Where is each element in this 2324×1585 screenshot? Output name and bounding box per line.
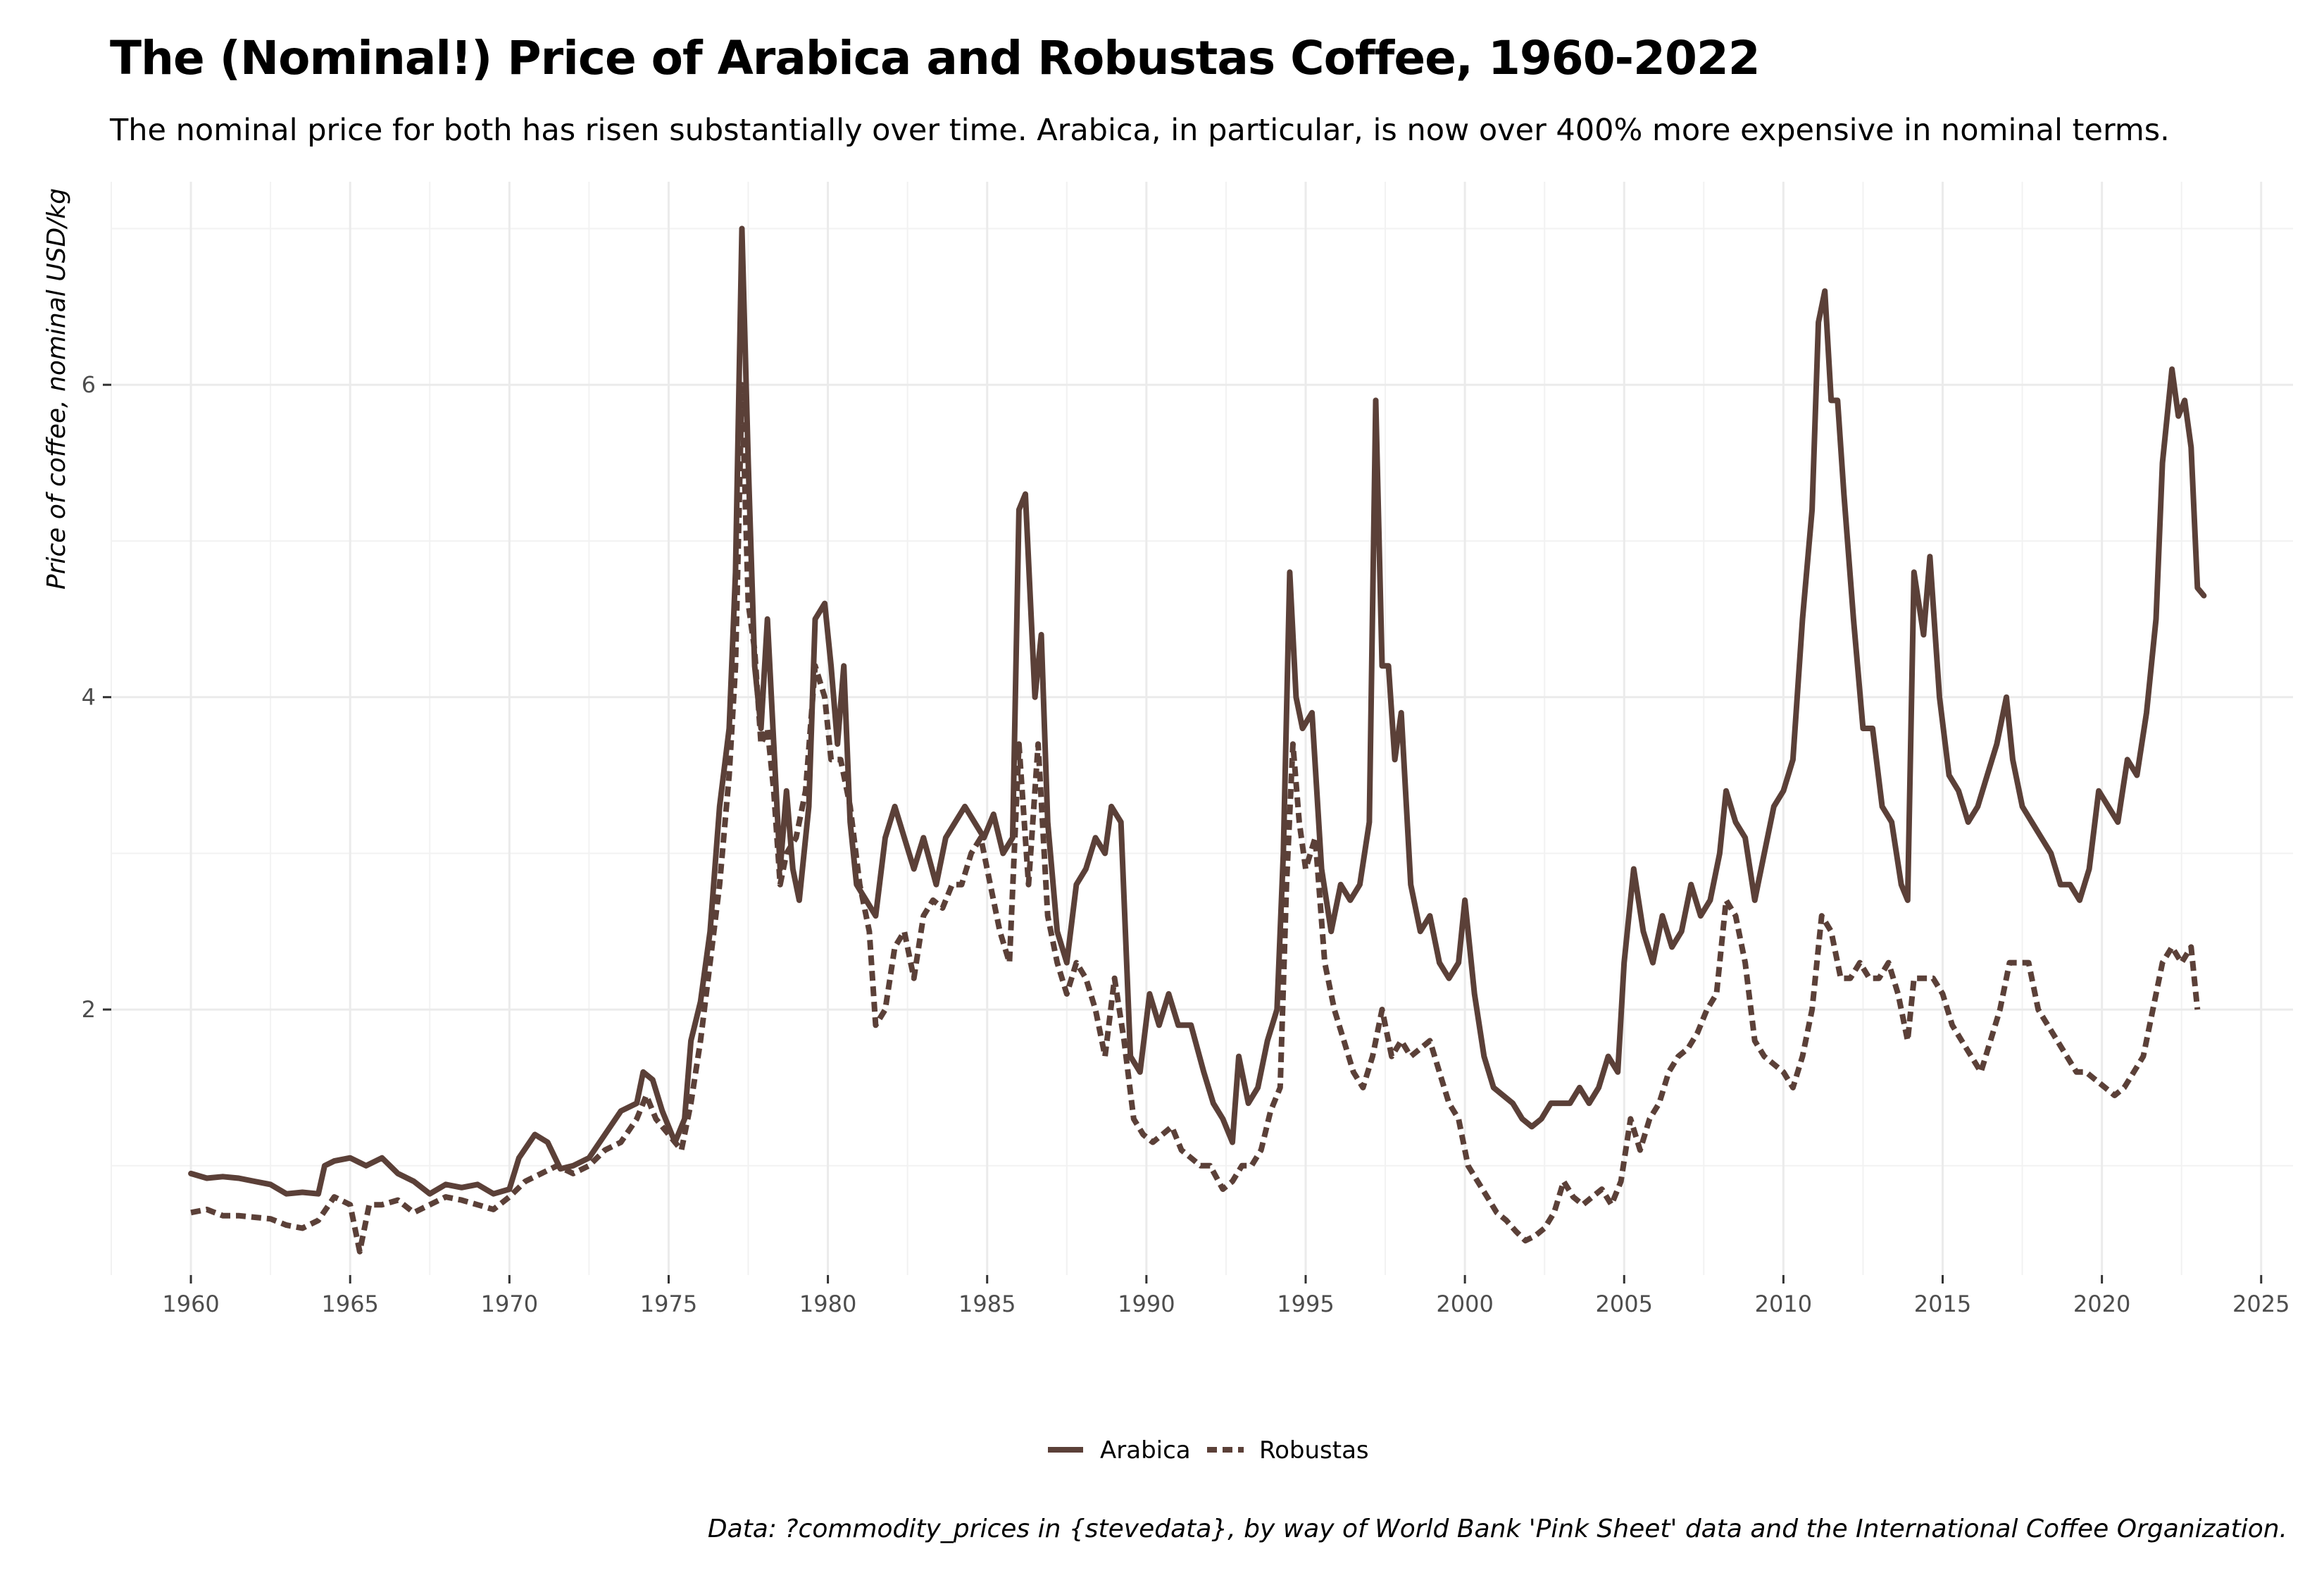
x-tick-label: 1970 (481, 1291, 538, 1317)
series-lines (188, 225, 2207, 1255)
chart-caption: Data: ?commodity_prices in {stevedata}, … (707, 1515, 2287, 1543)
x-tick-label: 2025 (2232, 1291, 2289, 1317)
y-tick-label: 2 (82, 996, 96, 1023)
series-line-robustas (190, 382, 2201, 1255)
x-tick-label: 1960 (162, 1291, 219, 1317)
x-tick-label: 1980 (799, 1291, 856, 1317)
x-tick-label: 1965 (321, 1291, 378, 1317)
axis-ticks: 1960 1965 1970 1975 1980 1985 1990 1995 2000 2005… (82, 371, 2290, 1317)
chart-title: The (Nominal!) Price of Arabica and Robu… (110, 31, 1761, 85)
x-tick-label: 2020 (2073, 1291, 2130, 1317)
y-axis-label: Price of coffee, nominal USD/kg (42, 188, 71, 590)
legend: Arabica Robustas (1048, 1436, 1369, 1465)
grid-lines (111, 182, 2293, 1275)
series-line-arabica (188, 225, 2207, 1197)
x-tick-label: 2005 (1596, 1291, 1653, 1317)
x-tick-label: 2000 (1436, 1291, 1493, 1317)
legend-label-arabica: Arabica (1100, 1436, 1191, 1465)
y-tick-label: 4 (82, 684, 96, 711)
chart-subtitle: The nominal price for both has risen sub… (110, 113, 2170, 148)
x-tick-label: 1985 (958, 1291, 1016, 1317)
x-tick-label: 1995 (1277, 1291, 1334, 1317)
x-tick-label: 1975 (640, 1291, 697, 1317)
x-tick-label: 1990 (1118, 1291, 1175, 1317)
x-tick-label: 2010 (1755, 1291, 1812, 1317)
x-tick-label: 2015 (1914, 1291, 1971, 1317)
y-tick-label: 6 (82, 371, 96, 398)
legend-label-robustas: Robustas (1259, 1436, 1369, 1465)
